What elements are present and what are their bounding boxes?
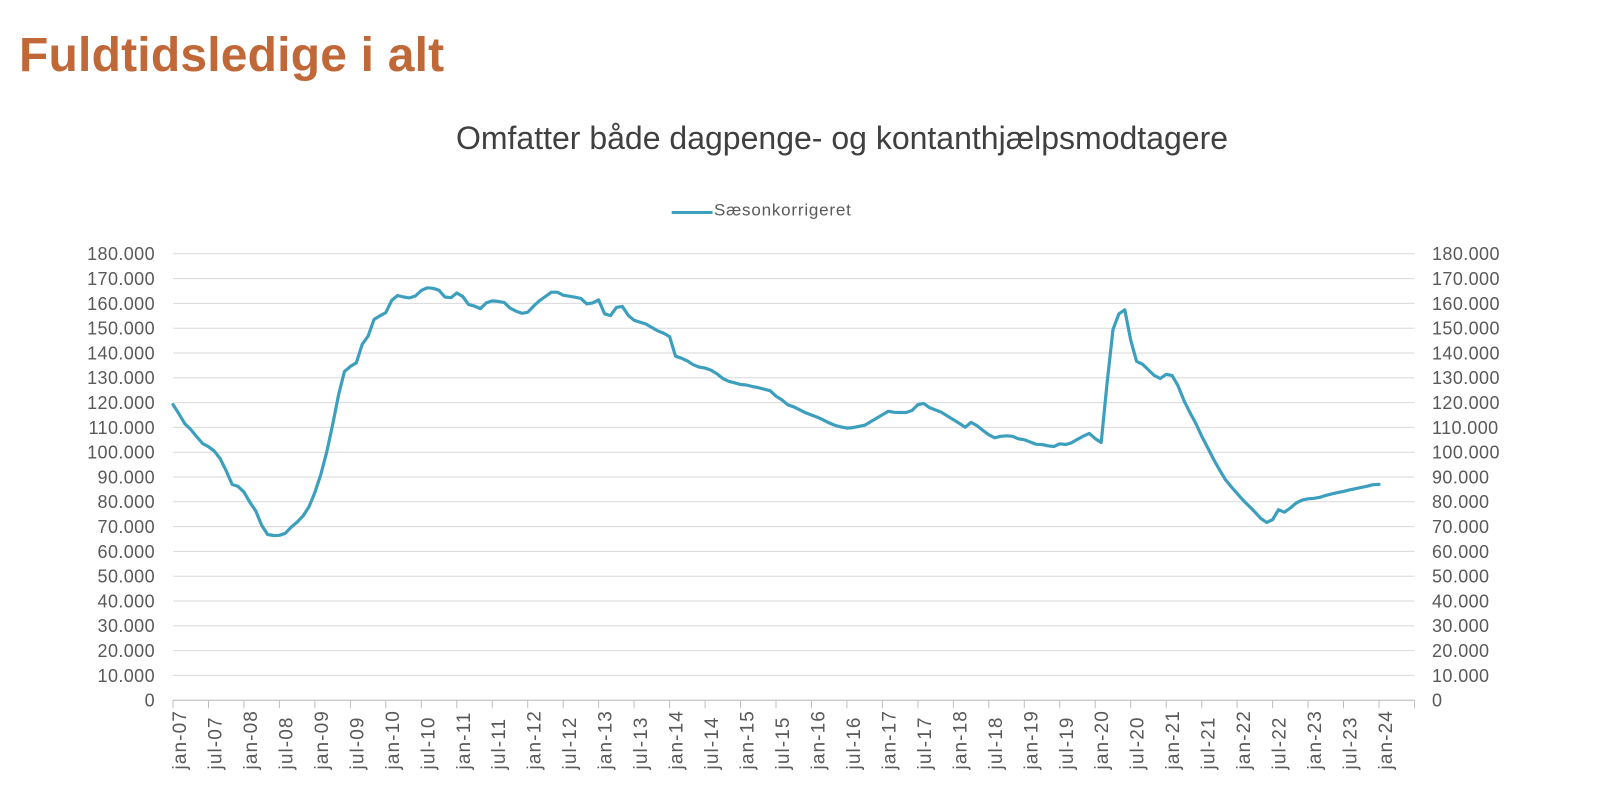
svg-text:10.000: 10.000 bbox=[98, 666, 155, 686]
svg-text:100.000: 100.000 bbox=[1432, 443, 1500, 463]
svg-text:jul-19: jul-19 bbox=[1057, 716, 1078, 770]
svg-text:70.000: 70.000 bbox=[1432, 517, 1489, 537]
svg-text:160.000: 160.000 bbox=[1432, 294, 1500, 314]
svg-text:jul-15: jul-15 bbox=[773, 716, 794, 770]
svg-text:120.000: 120.000 bbox=[87, 393, 155, 413]
svg-text:jan-13: jan-13 bbox=[596, 710, 617, 770]
svg-text:jul-23: jul-23 bbox=[1341, 716, 1362, 770]
svg-text:jul-11: jul-11 bbox=[489, 718, 510, 771]
svg-text:jan-24: jan-24 bbox=[1376, 710, 1397, 770]
svg-text:jan-09: jan-09 bbox=[312, 710, 333, 770]
svg-text:170.000: 170.000 bbox=[87, 269, 155, 289]
svg-text:Omfatter både dagpenge- og kon: Omfatter både dagpenge- og kontanthjælps… bbox=[456, 120, 1228, 156]
svg-text:jul-08: jul-08 bbox=[276, 716, 297, 770]
svg-text:20.000: 20.000 bbox=[1432, 641, 1489, 661]
svg-text:jul-21: jul-21 bbox=[1199, 716, 1220, 770]
svg-text:jan-16: jan-16 bbox=[809, 710, 830, 770]
svg-text:jul-17: jul-17 bbox=[915, 716, 936, 770]
svg-text:jul-13: jul-13 bbox=[631, 716, 652, 770]
svg-text:jul-12: jul-12 bbox=[560, 716, 581, 770]
svg-text:30.000: 30.000 bbox=[98, 616, 155, 636]
svg-text:jul-09: jul-09 bbox=[347, 716, 368, 770]
svg-text:10.000: 10.000 bbox=[1432, 666, 1489, 686]
svg-text:100.000: 100.000 bbox=[87, 443, 155, 463]
svg-text:jan-18: jan-18 bbox=[950, 710, 971, 770]
svg-text:90.000: 90.000 bbox=[98, 467, 155, 487]
svg-text:0: 0 bbox=[145, 691, 155, 711]
svg-text:jan-08: jan-08 bbox=[241, 710, 262, 770]
svg-text:170.000: 170.000 bbox=[1432, 269, 1500, 289]
svg-text:jul-22: jul-22 bbox=[1270, 716, 1291, 770]
svg-text:90.000: 90.000 bbox=[1432, 467, 1489, 487]
svg-text:jan-21: jan-21 bbox=[1163, 710, 1184, 770]
svg-text:70.000: 70.000 bbox=[98, 517, 155, 537]
svg-text:jan-10: jan-10 bbox=[383, 710, 404, 770]
svg-text:140.000: 140.000 bbox=[87, 343, 155, 363]
svg-text:0: 0 bbox=[1432, 691, 1442, 711]
svg-text:120.000: 120.000 bbox=[1432, 393, 1500, 413]
svg-text:110.000: 110.000 bbox=[88, 418, 155, 438]
svg-text:180.000: 180.000 bbox=[1432, 244, 1500, 264]
svg-text:jul-10: jul-10 bbox=[418, 716, 439, 770]
svg-text:80.000: 80.000 bbox=[1432, 492, 1489, 512]
svg-text:60.000: 60.000 bbox=[1432, 542, 1489, 562]
svg-text:Sæsonkorrigeret: Sæsonkorrigeret bbox=[714, 201, 852, 220]
svg-text:jan-11: jan-11 bbox=[454, 711, 475, 770]
svg-text:50.000: 50.000 bbox=[98, 567, 155, 587]
svg-text:jul-16: jul-16 bbox=[844, 716, 865, 770]
svg-text:jan-19: jan-19 bbox=[1021, 710, 1042, 770]
svg-text:Fuldtidsledige i alt: Fuldtidsledige i alt bbox=[19, 29, 444, 82]
svg-text:jan-14: jan-14 bbox=[667, 710, 688, 770]
svg-text:140.000: 140.000 bbox=[1432, 343, 1500, 363]
svg-text:jan-12: jan-12 bbox=[525, 710, 546, 770]
svg-text:30.000: 30.000 bbox=[1432, 616, 1489, 636]
svg-text:jul-18: jul-18 bbox=[986, 716, 1007, 770]
svg-text:jan-23: jan-23 bbox=[1305, 710, 1326, 770]
svg-text:jul-14: jul-14 bbox=[702, 716, 723, 770]
svg-text:180.000: 180.000 bbox=[87, 244, 155, 264]
svg-text:80.000: 80.000 bbox=[98, 492, 155, 512]
svg-text:130.000: 130.000 bbox=[1432, 368, 1500, 388]
svg-text:jul-20: jul-20 bbox=[1128, 716, 1149, 770]
svg-text:jan-20: jan-20 bbox=[1092, 710, 1113, 770]
svg-text:jan-17: jan-17 bbox=[879, 710, 900, 770]
svg-text:40.000: 40.000 bbox=[1432, 591, 1489, 611]
svg-text:jan-22: jan-22 bbox=[1234, 710, 1255, 770]
svg-text:60.000: 60.000 bbox=[98, 542, 155, 562]
svg-text:110.000: 110.000 bbox=[1432, 418, 1499, 438]
svg-text:20.000: 20.000 bbox=[98, 641, 155, 661]
svg-text:150.000: 150.000 bbox=[1432, 319, 1500, 339]
svg-text:50.000: 50.000 bbox=[1432, 567, 1489, 587]
svg-text:40.000: 40.000 bbox=[98, 591, 155, 611]
svg-text:jan-15: jan-15 bbox=[738, 710, 759, 770]
svg-text:jan-07: jan-07 bbox=[170, 710, 191, 770]
svg-text:160.000: 160.000 bbox=[87, 294, 155, 314]
svg-text:130.000: 130.000 bbox=[87, 368, 155, 388]
svg-text:jul-07: jul-07 bbox=[206, 716, 227, 770]
svg-text:150.000: 150.000 bbox=[87, 319, 155, 339]
